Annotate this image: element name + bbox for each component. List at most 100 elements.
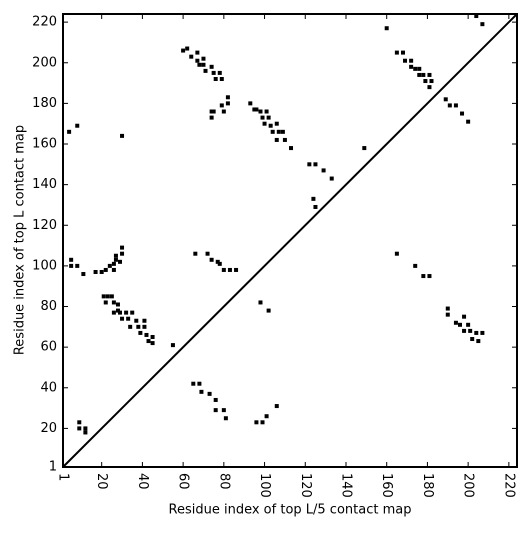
- contact-point: [67, 129, 72, 134]
- contact-point: [111, 261, 116, 266]
- contact-point: [445, 306, 450, 311]
- contact-point: [83, 430, 88, 435]
- contact-point: [181, 48, 186, 53]
- contact-point: [213, 77, 218, 82]
- contact-point: [280, 129, 285, 134]
- contact-point: [409, 58, 414, 63]
- contact-point: [394, 50, 399, 55]
- contact-point: [209, 64, 214, 69]
- contact-point: [409, 64, 414, 69]
- contact-point: [128, 324, 133, 329]
- contact-point: [211, 70, 216, 75]
- contact-point: [77, 420, 82, 425]
- y-tick-label: 200: [32, 55, 57, 70]
- contact-point: [462, 328, 467, 333]
- plot-frame: [62, 13, 518, 468]
- contact-point: [466, 119, 471, 124]
- contact-point: [311, 196, 316, 201]
- contact-point: [124, 310, 129, 315]
- contact-point: [209, 257, 214, 262]
- contact-point: [217, 70, 222, 75]
- x-tick-label: 1: [56, 473, 71, 481]
- x-axis-label: Residue index of top L/5 contact map: [169, 503, 412, 518]
- contact-point: [207, 391, 212, 396]
- contact-point: [115, 308, 120, 313]
- contact-point: [197, 381, 202, 386]
- contact-point: [403, 58, 408, 63]
- contact-point: [142, 318, 147, 323]
- y-tick-label: 140: [32, 177, 57, 192]
- contact-point: [150, 341, 155, 346]
- contact-point: [195, 58, 200, 63]
- y-tick-label: 220: [32, 15, 57, 30]
- contact-point: [289, 146, 294, 151]
- contact-point: [266, 115, 271, 120]
- contact-point: [111, 300, 116, 305]
- y-tick-label: 80: [40, 299, 57, 314]
- contact-point: [75, 263, 80, 268]
- contact-point: [120, 251, 125, 256]
- contact-point: [118, 310, 123, 315]
- contact-point: [75, 123, 80, 128]
- contact-point: [258, 109, 263, 114]
- contact-point: [394, 251, 399, 256]
- contact-point: [362, 146, 367, 151]
- contact-point: [107, 263, 112, 268]
- contact-point: [101, 294, 106, 299]
- contact-point: [417, 66, 422, 71]
- contact-point: [427, 72, 432, 77]
- contact-point: [480, 330, 485, 335]
- contact-point: [109, 294, 114, 299]
- contact-point: [423, 79, 428, 84]
- contact-point: [274, 404, 279, 409]
- contact-point: [203, 68, 208, 73]
- contact-point: [258, 300, 263, 305]
- contact-point: [213, 397, 218, 402]
- y-tick-label: 180: [32, 96, 57, 111]
- contact-point: [329, 176, 334, 181]
- x-tick-label: 180: [420, 473, 435, 498]
- contact-point: [445, 312, 450, 317]
- y-tick-label: 20: [40, 421, 57, 436]
- y-tick-label: 100: [32, 258, 57, 273]
- contact-point: [113, 257, 118, 262]
- contact-point: [191, 381, 196, 386]
- contact-point: [254, 420, 259, 425]
- contact-point: [264, 109, 269, 114]
- contact-point: [453, 103, 458, 108]
- contact-point: [221, 267, 226, 272]
- contact-point: [99, 269, 104, 274]
- contact-point: [221, 109, 226, 114]
- contact-point: [115, 302, 120, 307]
- diagonal: [62, 13, 518, 468]
- contact-point: [136, 324, 141, 329]
- contact-point: [77, 426, 82, 431]
- contact-point: [219, 77, 224, 82]
- contact-point: [111, 267, 116, 272]
- contact-point: [215, 259, 220, 264]
- contact-point: [307, 162, 312, 167]
- contact-point: [313, 162, 318, 167]
- contact-point: [69, 263, 74, 268]
- contact-point: [264, 414, 269, 419]
- contact-point: [260, 115, 265, 120]
- contact-point: [209, 115, 214, 120]
- x-tick-label: 120: [298, 473, 313, 498]
- contact-point: [254, 107, 259, 112]
- contact-point: [142, 324, 147, 329]
- contact-point: [443, 97, 448, 102]
- contact-point: [234, 267, 239, 272]
- contact-point: [470, 337, 475, 342]
- contact-point: [480, 22, 485, 27]
- contact-point: [447, 103, 452, 108]
- contact-point: [211, 109, 216, 114]
- contact-point: [321, 168, 326, 173]
- contact-point: [213, 408, 218, 413]
- contact-point: [223, 416, 228, 421]
- contact-point: [460, 111, 465, 116]
- contact-point: [69, 257, 74, 262]
- x-tick-label: 200: [461, 473, 476, 498]
- contact-point: [262, 121, 267, 126]
- contact-point: [83, 426, 88, 431]
